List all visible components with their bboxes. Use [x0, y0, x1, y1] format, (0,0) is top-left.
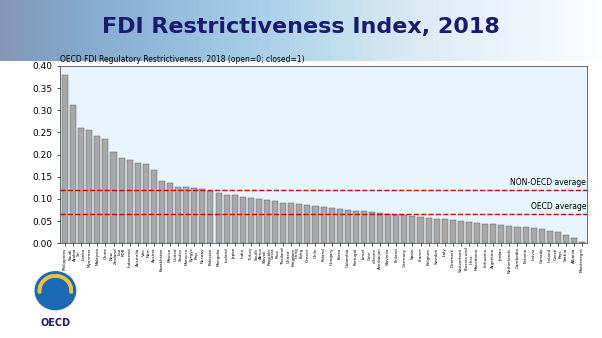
Bar [305, 205, 311, 243]
Bar [264, 200, 270, 243]
Text: OECD average: OECD average [530, 202, 586, 212]
Bar [95, 137, 101, 243]
Bar [199, 189, 205, 243]
Bar [474, 223, 480, 243]
Bar [442, 219, 448, 243]
Bar [240, 197, 246, 243]
Bar [490, 224, 496, 243]
Bar [369, 212, 375, 243]
Bar [402, 215, 408, 243]
Bar [216, 193, 222, 243]
Text: OECD: OECD [40, 318, 70, 328]
Bar [482, 224, 488, 243]
Bar [248, 198, 254, 243]
Text: NON-OECD average: NON-OECD average [510, 178, 586, 188]
Bar [337, 209, 343, 243]
Bar [288, 203, 294, 243]
Bar [515, 226, 521, 243]
Bar [183, 188, 189, 243]
Bar [426, 218, 432, 243]
Bar [62, 75, 68, 243]
Bar [329, 208, 335, 243]
Text: FDI Restrictiveness Index, 2018: FDI Restrictiveness Index, 2018 [102, 17, 500, 38]
Bar [377, 213, 383, 243]
Bar [70, 104, 76, 243]
Bar [361, 212, 367, 243]
Bar [523, 227, 529, 243]
Bar [143, 164, 149, 243]
Bar [320, 207, 327, 243]
Bar [409, 216, 415, 243]
Bar [280, 202, 286, 243]
Bar [102, 139, 108, 243]
Bar [353, 211, 359, 243]
Bar [450, 220, 456, 243]
Bar [539, 229, 545, 243]
Bar [418, 217, 424, 243]
Bar [167, 184, 173, 243]
Bar [135, 163, 141, 243]
Bar [78, 128, 84, 243]
Bar [126, 160, 132, 243]
Bar [272, 201, 278, 243]
Bar [555, 232, 561, 243]
Bar [175, 187, 181, 243]
Bar [530, 228, 536, 243]
Bar [506, 226, 512, 243]
Bar [191, 188, 197, 243]
Bar [232, 195, 238, 243]
Text: OECD FDI Regulatory Restrictiveness, 2018 (open=0; closed=1): OECD FDI Regulatory Restrictiveness, 201… [60, 55, 305, 64]
Bar [312, 206, 318, 243]
Bar [111, 151, 117, 243]
Bar [256, 199, 262, 243]
Bar [385, 214, 391, 243]
Bar [547, 231, 553, 243]
Bar [86, 130, 92, 243]
Bar [159, 181, 165, 243]
Bar [223, 195, 229, 243]
Bar [571, 238, 577, 243]
Bar [151, 170, 157, 243]
Bar [563, 235, 569, 243]
Bar [393, 215, 399, 243]
Bar [119, 158, 125, 243]
Bar [345, 210, 351, 243]
Bar [208, 191, 214, 243]
Bar [433, 218, 439, 243]
Bar [498, 225, 504, 243]
Bar [458, 221, 464, 243]
Bar [466, 222, 472, 243]
Bar [579, 242, 585, 243]
Bar [296, 204, 302, 243]
Circle shape [35, 272, 76, 310]
